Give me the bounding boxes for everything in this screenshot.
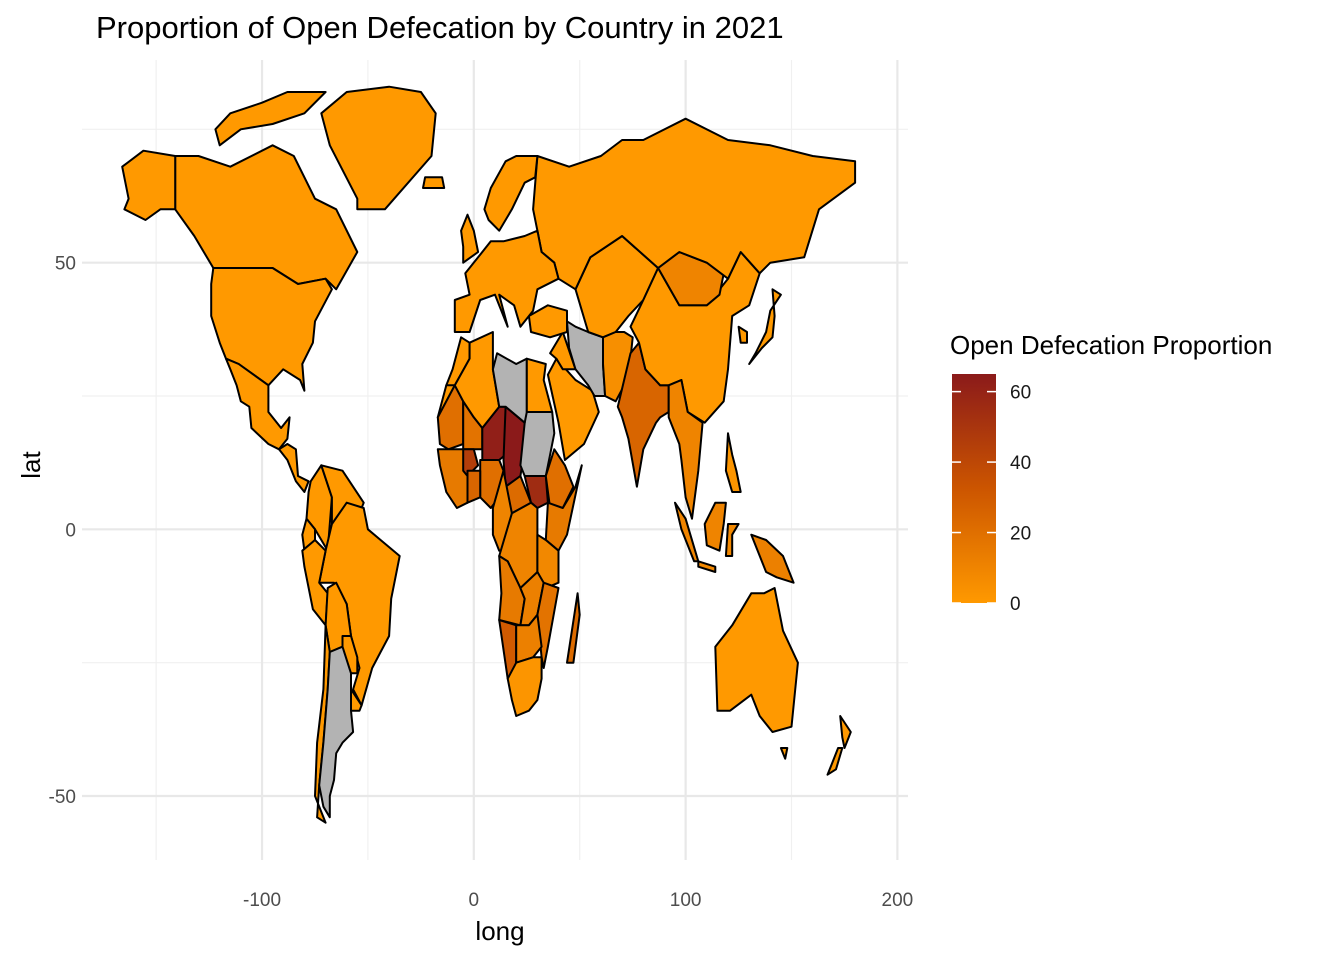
- y-tick-label: 0: [65, 520, 76, 541]
- region-western-europe: [453, 229, 560, 333]
- x-tick-label: 100: [670, 890, 702, 911]
- region-canada: [174, 144, 359, 291]
- region-philippines: [724, 432, 742, 493]
- region-alaska: [121, 149, 177, 221]
- region-russia: [532, 117, 857, 291]
- region-australia: [714, 587, 799, 733]
- x-axis-title: long: [475, 916, 524, 946]
- region-egypt: [525, 357, 554, 413]
- x-tick-label: -100: [243, 890, 281, 911]
- legend-tick-label: 20: [1010, 524, 1031, 545]
- region-greenland: [320, 85, 437, 211]
- chart-title: Proportion of Open Defecation by Country…: [96, 10, 784, 45]
- country-regions: [121, 85, 857, 824]
- region-ghana-togo-benin: [466, 469, 482, 504]
- region-iceland: [422, 176, 446, 189]
- region-argentina: [318, 645, 355, 819]
- legend-colorbar: [952, 374, 996, 603]
- legend-ticks: 0 20 40 60: [952, 383, 1031, 615]
- region-iraq-syria: [549, 331, 577, 371]
- region-new-zealand-north: [839, 715, 852, 749]
- region-turkey: [527, 304, 568, 339]
- x-axis-ticks: -100 0 100 200: [243, 890, 913, 911]
- y-axis-ticks: -50 0 50: [49, 254, 76, 808]
- region-madagascar: [566, 592, 581, 664]
- region-united-kingdom: [460, 213, 480, 264]
- region-united-states: [210, 267, 333, 392]
- region-southeast-asia: [667, 379, 704, 520]
- region-mexico: [225, 357, 291, 451]
- y-axis-title: lat: [16, 450, 46, 478]
- region-new-guinea: [750, 533, 795, 584]
- y-tick-label: -50: [49, 787, 76, 808]
- region-canadian-arctic-islands: [214, 91, 327, 147]
- x-tick-label: 200: [882, 890, 914, 911]
- legend-tick-label: 0: [1010, 594, 1021, 615]
- region-scandinavia: [483, 155, 539, 232]
- region-central-america: [278, 443, 310, 493]
- legend-tick-label: 40: [1010, 453, 1031, 474]
- y-tick-label: 50: [55, 254, 76, 275]
- region-mozambique-malawi: [536, 581, 560, 669]
- region-korea: [737, 325, 748, 344]
- region-new-zealand-south: [826, 747, 844, 776]
- region-japan: [748, 288, 782, 365]
- region-south-africa: [506, 656, 543, 717]
- x-tick-label: 0: [469, 890, 480, 911]
- legend-tick-label: 60: [1010, 383, 1031, 404]
- region-sumatra: [674, 501, 700, 563]
- region-sulawesi: [724, 523, 740, 557]
- legend-title: Open Defecation Proportion: [950, 330, 1273, 360]
- region-java: [697, 560, 717, 573]
- region-tasmania: [779, 747, 789, 760]
- region-borneo: [703, 501, 727, 552]
